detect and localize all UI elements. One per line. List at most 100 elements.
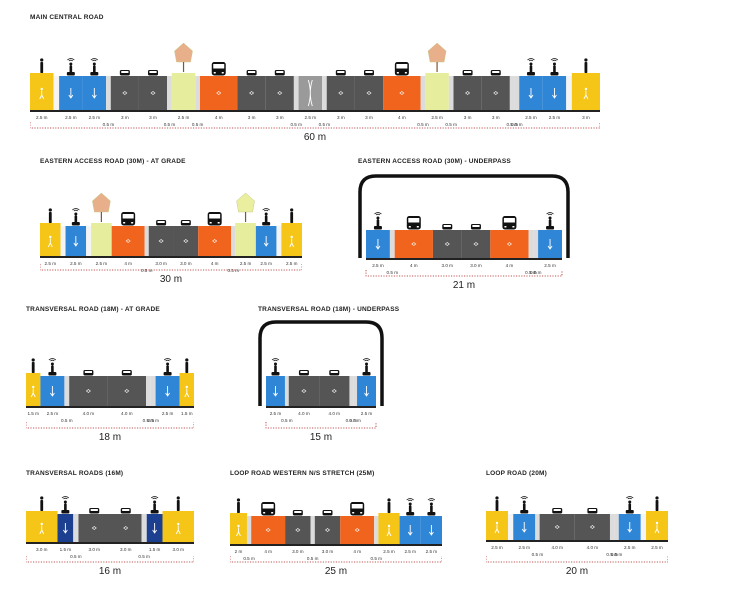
lane-sep: 0.5 m <box>138 514 150 559</box>
lane-car: 3.0 m <box>78 508 110 552</box>
lane-width-label: 2.5 m <box>70 261 82 266</box>
lane-bike: 2.5 m <box>357 358 376 416</box>
lane-width-label: 2.5 m <box>65 115 77 120</box>
lane-bus: 4 m <box>251 502 286 554</box>
lane-width-label: 4 m <box>353 549 361 554</box>
section-eastern-access-underpass: EASTERN ACCESS ROAD (30M) - UNDERPASS 2.5… <box>358 158 570 296</box>
lane-width-label: 0.5 m <box>445 122 457 127</box>
section-title: LOOP ROAD WESTERN N/S STRETCH (25M) <box>230 470 375 477</box>
total-width-label: 18 m <box>98 432 122 443</box>
lane-sidewalk: 2.5 m <box>378 498 400 554</box>
lane-bike: 2.5 m <box>82 58 107 120</box>
lane-sep: 0.5 m <box>141 226 153 273</box>
lane-width-label: 2.5 m <box>518 545 530 550</box>
lane-width-label: 2.5 m <box>431 115 443 120</box>
cross-section-drawing: 2.5 m0.5 m4.0 m 4.0 m0.5 m0.5 m2.5 m <box>258 320 384 429</box>
lane-bike: 2.5 m <box>366 212 390 268</box>
lane-width-label: 2.5 m <box>426 549 438 554</box>
lane-width-label: 0.5 m <box>143 418 155 423</box>
lane-sep: 0.5 m <box>281 376 293 423</box>
lane-width-label: 4.0 m <box>83 411 95 416</box>
lane-car: 3.0 m <box>461 224 491 268</box>
lane-width-label: 2.5 m <box>404 549 416 554</box>
lane-width-label: 4.0 m <box>587 545 599 550</box>
lane-car: 3.0 m <box>432 224 462 268</box>
lane-car: 3 m <box>453 70 482 120</box>
section-eastern-access-at-grade: EASTERN ACCESS ROAD (30M) - AT GRADE 2.5 … <box>40 158 302 288</box>
lane-width-label: 2.5 m <box>36 115 48 120</box>
lane-car: 3 m <box>110 70 139 120</box>
lane-width-label: 3.0 m <box>322 549 334 554</box>
lane-sep: 0.5 m <box>70 514 82 559</box>
total-width-label: 20 m <box>565 566 589 577</box>
lane-bike: 2.5 m <box>399 498 421 554</box>
lane-car: 3.0 m <box>110 508 142 552</box>
lane-sep: 0.5 m <box>227 226 239 273</box>
lane-sep: 0.5 m <box>530 230 542 275</box>
lane-width-label: 0.5 m <box>371 556 383 561</box>
total-width-label: 30 m <box>159 274 183 285</box>
total-width-label: 25 m <box>324 566 348 577</box>
total-width-label: 21 m <box>452 280 476 291</box>
lane-width-label: 2.5 m <box>383 549 395 554</box>
lane-bus: 4 m <box>394 216 433 268</box>
lane-width-label: 0.5 m <box>511 122 523 127</box>
lane-width-label: 0.5 m <box>70 554 82 559</box>
lane-width-label: 2.5 m <box>544 263 556 268</box>
lane-width-label: 2.5 m <box>47 411 59 416</box>
lane-car: 4.0 m <box>319 370 350 416</box>
lane-width-label: 2.5 m <box>286 261 298 266</box>
lane-width-label: 4.0 m <box>329 411 341 416</box>
lane-width-label: 1.5 m <box>60 547 72 552</box>
lane-bike: 2.5 m <box>155 358 180 416</box>
lane-width-label: 2.5 m <box>45 261 57 266</box>
lane-sep: 0.5 m <box>387 230 398 275</box>
lane-width-label: 3 m <box>121 115 129 120</box>
lane-width-label: 2.5 m <box>305 115 317 120</box>
lane-gap <box>53 76 60 110</box>
lane-car: 3 m <box>354 70 384 120</box>
lane-width-label: 0.5 m <box>349 418 361 423</box>
lane-width-label: 4 m <box>506 263 514 268</box>
lane-width-label: 1.5 m <box>27 411 39 416</box>
cross-section-drawing: 1.5 m 2.5 m0.5 m4.0 m 4.0 m0.5 m0.5 m2.5 m… <box>26 358 194 429</box>
lane-width-label: 3 m <box>337 115 345 120</box>
lane-bus: 4 m <box>199 62 238 120</box>
lane-bike-dark: 1.5 m <box>146 496 163 552</box>
lane-car: 4.0 m <box>539 508 575 550</box>
lane-car: 3 m <box>481 70 510 120</box>
lane-green: 2.5 m <box>425 42 449 120</box>
lane-gap <box>60 226 66 256</box>
lane-sep: 0.5 m <box>349 376 361 423</box>
lane-width-label: 0.5 m <box>103 122 115 127</box>
lane-width-label: 3.0 m <box>173 547 185 552</box>
dimension-line <box>230 556 442 563</box>
lane-sidewalk: 3.0 m <box>162 496 194 552</box>
lane-width-label: 2.5 m <box>372 263 384 268</box>
lane-car: 3 m <box>237 70 266 120</box>
lane-gap <box>86 226 92 256</box>
lane-width-label: 3.0 m <box>470 263 482 268</box>
lane-sep: 0.5 m <box>371 516 383 561</box>
lane-width-label: 3 m <box>248 115 256 120</box>
lane-sep: 0.5 m <box>290 76 302 127</box>
lane-sep: 0.5 m <box>192 76 204 127</box>
section-transversal-16: TRANSVERSAL ROADS (16M) 3.0 m 1.5 m 0.5 m 3.… <box>26 470 194 586</box>
lane-sep: 0.5 m <box>417 76 429 127</box>
tunnel-outline <box>358 174 570 258</box>
lane-width-label: 2.5 m <box>96 261 108 266</box>
lane-width-label: 4 m <box>124 261 132 266</box>
lane-sidewalk: 2 m <box>230 498 247 554</box>
lane-sidewalk: 3 m <box>571 58 600 120</box>
lane-width-label: 4 m <box>398 115 406 120</box>
lane-sep: 0.5 m <box>445 76 457 127</box>
lane-sep: 0.5 m <box>346 376 357 423</box>
lane-car: 3 m <box>138 70 168 120</box>
total-width-label: 15 m <box>309 432 333 443</box>
lane-gap <box>640 514 647 540</box>
lane-sidewalk: 2.5 m <box>646 496 668 550</box>
lane-width-label: 4.0 m <box>298 411 310 416</box>
